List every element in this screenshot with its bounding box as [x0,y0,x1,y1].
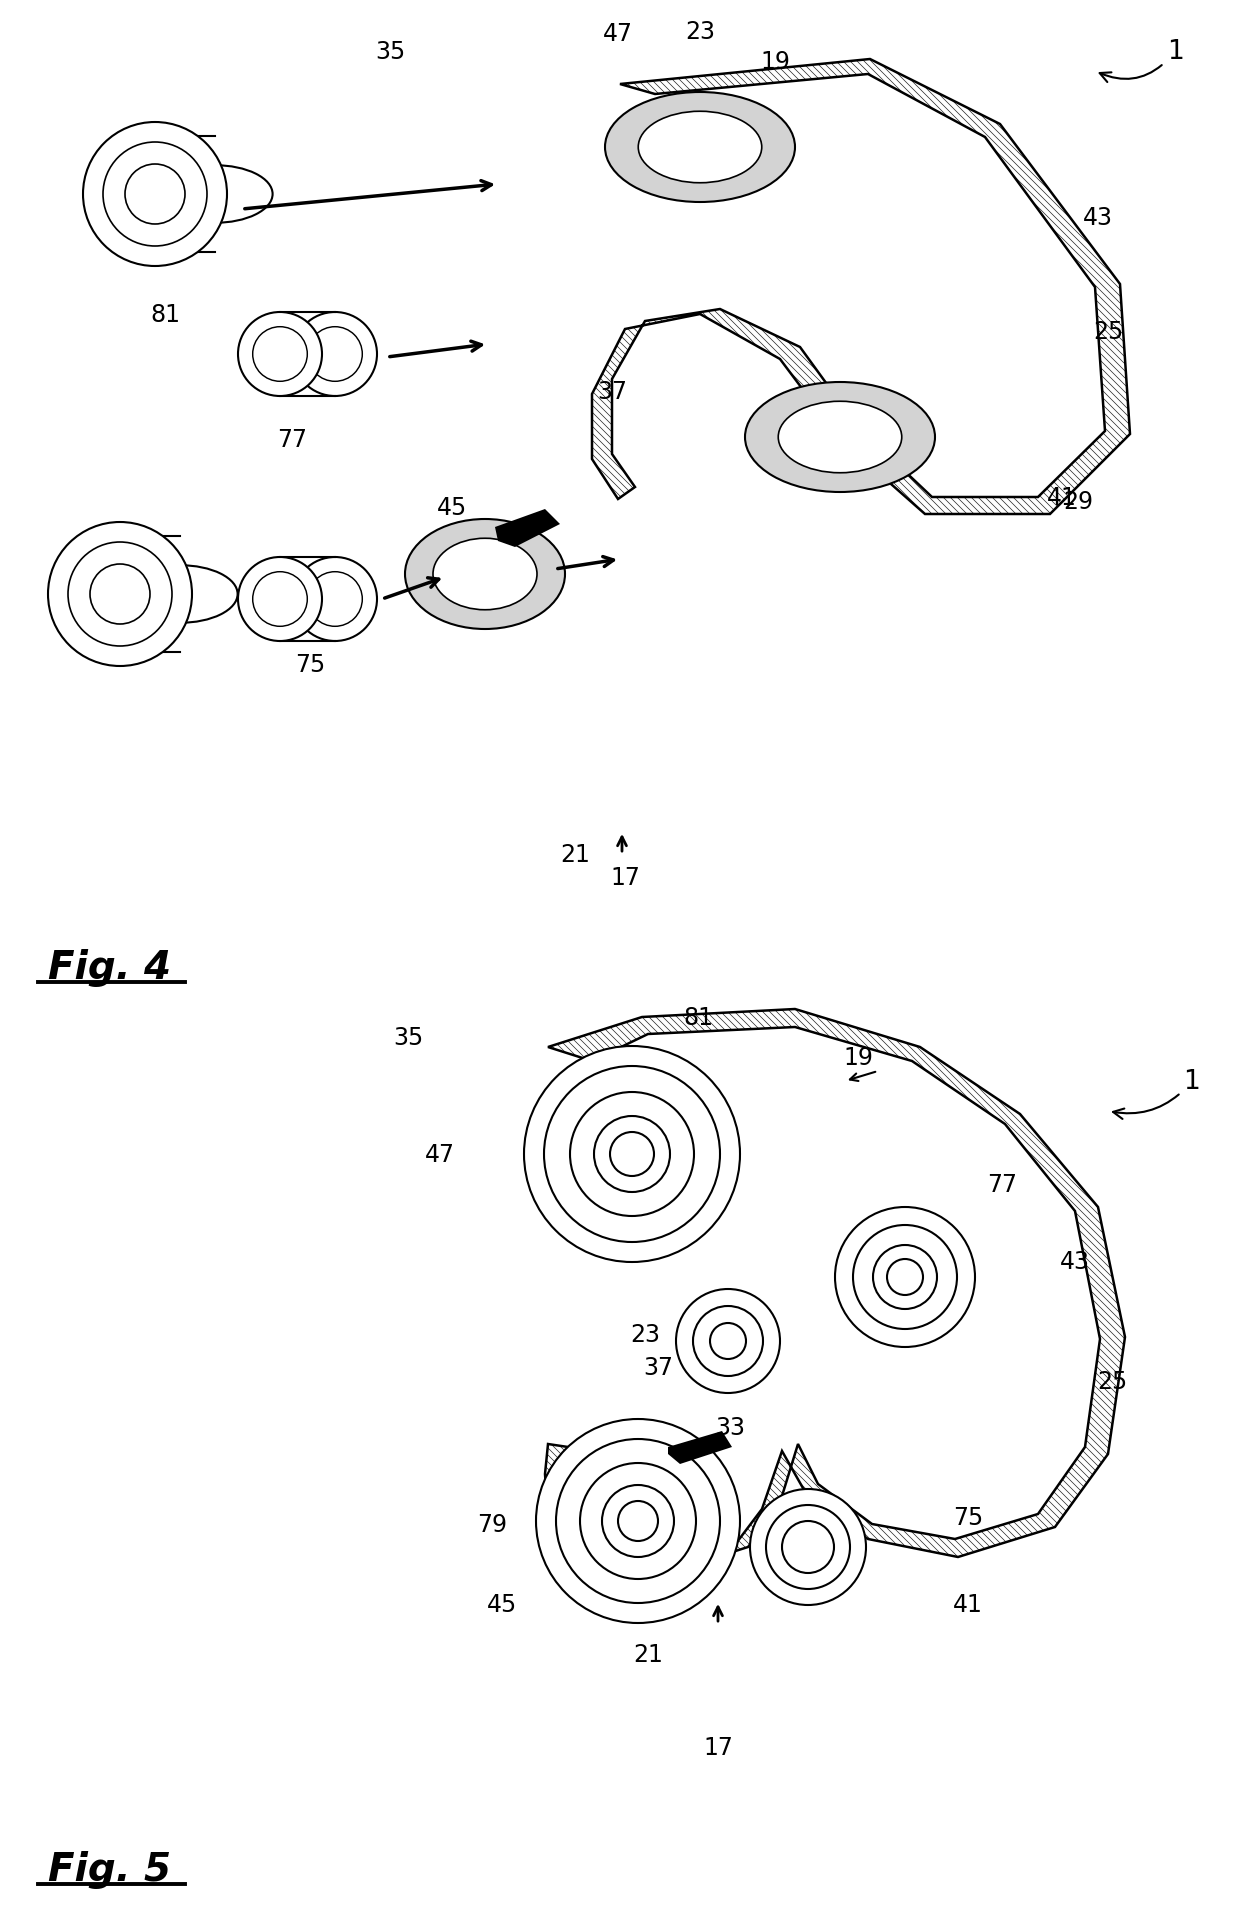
Text: 35: 35 [393,1026,423,1049]
Text: 23: 23 [684,19,715,44]
Ellipse shape [308,328,362,383]
Ellipse shape [766,1505,849,1590]
Ellipse shape [238,313,322,396]
Ellipse shape [711,1323,746,1360]
Ellipse shape [853,1225,957,1329]
Text: 79: 79 [60,587,91,612]
Ellipse shape [125,164,185,224]
Text: 1: 1 [1114,1068,1200,1119]
Ellipse shape [68,543,172,647]
Text: Fig. 4: Fig. 4 [48,949,171,987]
Text: 29: 29 [1063,489,1092,514]
Ellipse shape [253,572,308,628]
Polygon shape [495,510,560,547]
Ellipse shape [779,402,901,473]
Ellipse shape [433,539,537,611]
Ellipse shape [750,1490,866,1605]
Text: 45: 45 [436,497,467,520]
Ellipse shape [873,1246,937,1310]
Ellipse shape [48,524,192,667]
Text: 21: 21 [560,842,590,867]
Text: 43: 43 [1060,1250,1090,1273]
Ellipse shape [835,1208,975,1347]
Ellipse shape [556,1439,720,1604]
Ellipse shape [618,1501,658,1542]
Ellipse shape [91,564,150,624]
Ellipse shape [544,1066,720,1242]
Text: 43: 43 [1083,207,1114,230]
Ellipse shape [580,1463,696,1578]
Text: 17: 17 [703,1735,733,1760]
Text: 81: 81 [150,303,180,327]
Ellipse shape [887,1260,923,1294]
Ellipse shape [238,558,322,641]
Text: 33: 33 [430,570,460,593]
Text: 37: 37 [644,1356,673,1379]
Ellipse shape [253,328,308,383]
PathPatch shape [546,1010,1125,1575]
Ellipse shape [83,124,227,267]
Ellipse shape [405,520,565,630]
Text: 1: 1 [1100,39,1183,83]
Text: 23: 23 [630,1321,660,1347]
Text: 77: 77 [277,427,308,452]
Ellipse shape [157,166,273,224]
Ellipse shape [123,566,238,624]
Text: 35: 35 [374,41,405,64]
Ellipse shape [536,1420,740,1623]
Ellipse shape [601,1486,675,1557]
Text: 79: 79 [477,1513,507,1536]
Ellipse shape [639,112,761,184]
Text: 81: 81 [683,1005,713,1030]
Text: 17: 17 [610,866,640,889]
Text: 19: 19 [843,1045,873,1070]
PathPatch shape [591,60,1130,514]
Text: 45: 45 [487,1592,517,1617]
Text: 41: 41 [1047,485,1076,510]
Text: 33: 33 [715,1416,745,1439]
Ellipse shape [594,1117,670,1192]
Ellipse shape [293,558,377,641]
Text: Fig. 5: Fig. 5 [48,1851,171,1888]
Text: 19: 19 [760,50,790,73]
Ellipse shape [605,93,795,203]
Text: 25: 25 [1097,1370,1127,1393]
Text: 47: 47 [603,21,632,46]
Ellipse shape [610,1132,653,1177]
Ellipse shape [745,383,935,493]
Text: 75: 75 [295,653,325,676]
Ellipse shape [525,1047,740,1262]
Ellipse shape [293,313,377,396]
Text: 47: 47 [425,1142,455,1167]
Ellipse shape [782,1520,835,1573]
Text: 77: 77 [987,1173,1017,1196]
Ellipse shape [308,572,362,628]
Ellipse shape [693,1306,763,1376]
Text: 25: 25 [1092,321,1123,344]
Ellipse shape [676,1289,780,1393]
Text: 37: 37 [596,381,627,404]
Ellipse shape [570,1092,694,1217]
Text: 41: 41 [954,1592,983,1617]
Polygon shape [668,1432,732,1464]
Ellipse shape [103,143,207,247]
Text: 75: 75 [952,1505,983,1530]
Text: 21: 21 [634,1642,663,1665]
